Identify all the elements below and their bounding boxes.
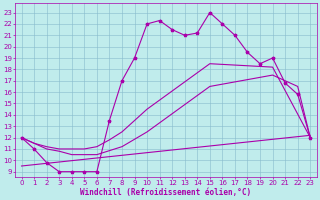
X-axis label: Windchill (Refroidissement éolien,°C): Windchill (Refroidissement éolien,°C) [80, 188, 252, 197]
